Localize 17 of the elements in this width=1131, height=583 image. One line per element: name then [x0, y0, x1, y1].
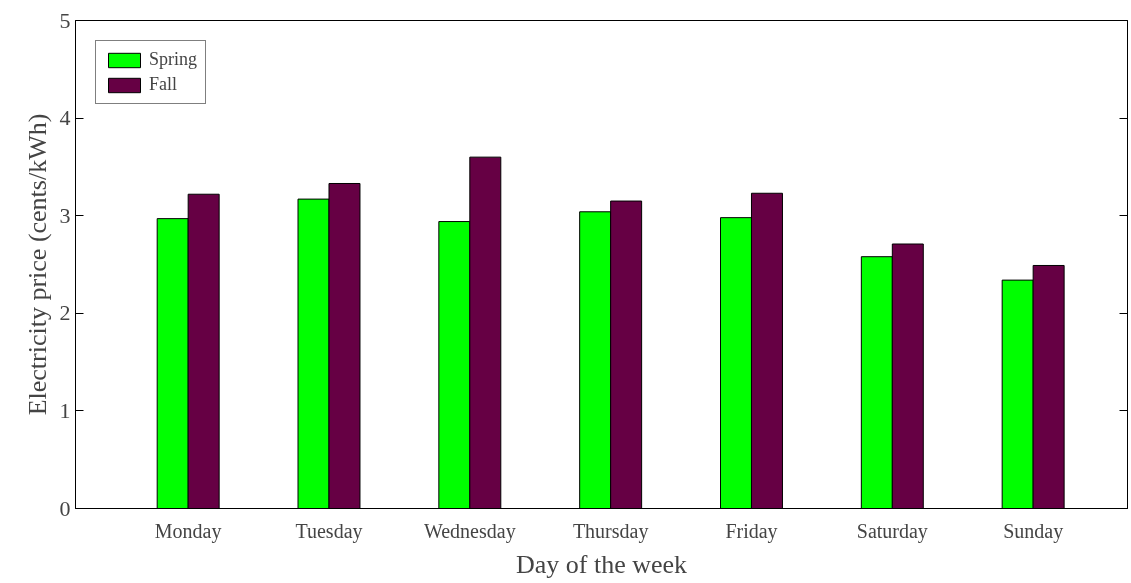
y-tick-label: 4 — [59, 105, 71, 131]
x-tick-label: Wednesday — [423, 519, 516, 543]
x-tick-label: Thursday — [572, 519, 649, 543]
y-tick-label: 2 — [59, 300, 71, 326]
x-tick-label: Saturday — [856, 519, 928, 543]
y-tick-label: 5 — [59, 7, 71, 33]
legend-label: Spring — [149, 49, 198, 70]
y-tick-label: 1 — [59, 397, 71, 423]
x-tick-label: Friday — [725, 519, 778, 543]
legend-label: Fall — [149, 74, 178, 95]
x-tick-label: Monday — [154, 519, 222, 543]
x-tick-label: Sunday — [1003, 519, 1064, 543]
x-tick-label: Tuesday — [295, 519, 363, 543]
x-axis-title: Day of the week — [515, 549, 688, 579]
y-tick-label: 3 — [59, 202, 71, 228]
y-tick-label: 0 — [59, 495, 71, 521]
y-axis-title: Electricity price (cents/kWh) — [22, 113, 52, 416]
